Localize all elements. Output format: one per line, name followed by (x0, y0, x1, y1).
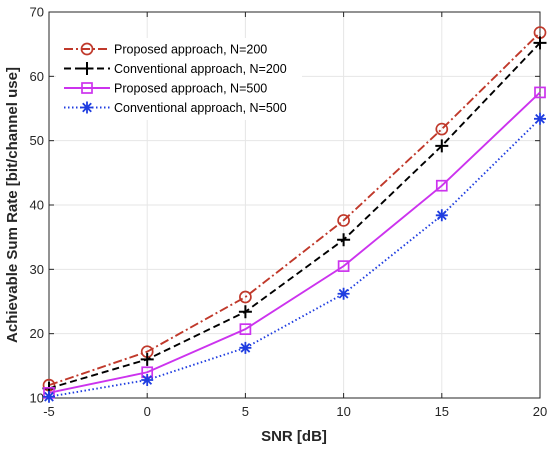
x-tick-label: 5 (242, 404, 249, 419)
y-tick-label: 50 (30, 133, 44, 148)
legend-items: Proposed approach, N=200 Conventional app… (64, 43, 287, 115)
data-point (337, 233, 351, 247)
y-tick-labels: 10 20 30 40 50 60 70 (30, 5, 44, 406)
x-tick-label: 10 (336, 404, 350, 419)
series-layer (42, 26, 547, 403)
legend-label: Proposed approach, N=200 (114, 43, 267, 57)
y-tick-label: 10 (30, 391, 44, 406)
x-tick-label: -5 (43, 404, 55, 419)
legend-label: Conventional approach, N=500 (114, 101, 287, 115)
x-tick-labels: -5 0 5 10 15 20 (43, 404, 547, 419)
data-point (239, 341, 252, 354)
series-line (48, 91, 541, 394)
x-tick-label: 15 (435, 404, 449, 419)
data-point (337, 214, 350, 227)
data-point (239, 323, 252, 336)
legend-label: Proposed approach, N=500 (114, 82, 267, 96)
x-tick-label: 0 (144, 404, 151, 419)
series-2 (42, 36, 547, 395)
data-point (140, 352, 154, 366)
legend-item-4: Conventional approach, N=500 (64, 101, 287, 115)
legend: Proposed approach, N=200 Conventional app… (56, 38, 302, 120)
y-tick-label: 40 (30, 198, 44, 213)
data-point (435, 209, 448, 222)
legend-marker (81, 82, 93, 94)
series-line (48, 31, 541, 387)
legend-marker (81, 101, 93, 114)
data-point (435, 122, 449, 136)
legend-marker (80, 62, 94, 75)
data-point (337, 260, 350, 272)
y-tick-label: 70 (30, 5, 44, 20)
data-point (141, 373, 154, 386)
legend-label: Conventional approach, N=200 (114, 62, 287, 76)
y-tick-label: 30 (30, 262, 44, 277)
data-point (238, 305, 252, 319)
data-point (239, 290, 252, 304)
data-point (43, 390, 55, 403)
data-point (534, 86, 546, 99)
data-point (435, 139, 449, 153)
data-point (435, 179, 448, 192)
data-point (533, 36, 547, 50)
legend-item-3: Proposed approach, N=500 (64, 82, 267, 96)
y-tick-label: 60 (30, 69, 44, 84)
y-tick-label: 20 (30, 326, 44, 341)
data-point (337, 287, 350, 300)
legend-box (56, 38, 302, 120)
data-point (534, 112, 546, 125)
series-3 (43, 86, 546, 399)
y-axis-label: Achievable Sum Rate [bit/channel use] (4, 67, 21, 343)
x-tick-label: 20 (533, 404, 547, 419)
x-axis-label: SNR [dB] (261, 428, 327, 445)
series-4 (43, 112, 546, 403)
legend-marker (80, 42, 94, 56)
legend-item-1: Proposed approach, N=200 (64, 43, 267, 57)
legend-item-2: Conventional approach, N=200 (64, 62, 287, 76)
